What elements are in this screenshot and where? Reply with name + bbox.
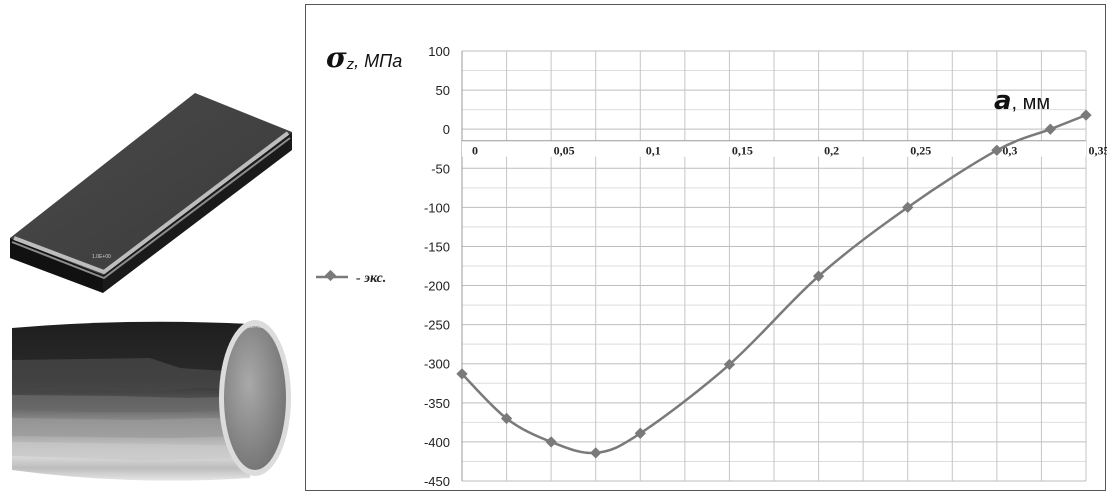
x-tick-label: 0,2 [824, 144, 839, 158]
legend-marker [324, 269, 337, 282]
y-tick-label: 0 [443, 122, 450, 137]
y-tick-label: 50 [436, 83, 450, 98]
x-axis-label: a, мм [994, 86, 1050, 116]
models-svg: 1.0E+00 1.0E+00 [10, 93, 292, 481]
y-tick-label: -300 [424, 357, 450, 372]
data-point [590, 447, 602, 459]
y-axis-label-sub: z [346, 56, 355, 73]
x-axis-ticks: 0 0,05 0,1 0,15 0,2 0,25 0,3 0,35 [462, 140, 1108, 158]
y-tick-label: -400 [424, 435, 450, 450]
chart-frame: 100 50 0 -50 -100 -150 -200 -250 -300 -350 -400 -45… [305, 4, 1108, 491]
svg-text:1.0E+00: 1.0E+00 [244, 324, 263, 330]
y-tick-label: -250 [424, 318, 450, 333]
y-axis-label: σz, МПа [326, 41, 402, 74]
x-axis-label-symbol: a [994, 86, 1012, 116]
data-point [1044, 123, 1056, 135]
data-point [545, 436, 557, 448]
grid [461, 50, 1087, 482]
y-tick-label: 100 [428, 44, 450, 59]
stress-chart: 100 50 0 -50 -100 -150 -200 -250 -300 -350 -400 -45… [316, 41, 1108, 489]
x-tick-label: 0 [472, 144, 478, 158]
y-axis-label-unit: , МПа [354, 51, 402, 71]
y-tick-label: -350 [424, 396, 450, 411]
svg-text:1.0E+00: 1.0E+00 [92, 254, 111, 260]
data-point [902, 201, 914, 214]
x-tick-label: 0,1 [646, 144, 661, 158]
x-axis-label-unit: , мм [1012, 92, 1051, 114]
x-tick-label: 0,05 [554, 144, 575, 158]
data-point [456, 368, 468, 380]
data-point [1080, 109, 1092, 121]
cylinder-3d-model-icon: 1.0E+00 [12, 320, 291, 481]
y-tick-label: -200 [424, 279, 450, 294]
y-tick-label: -450 [424, 474, 450, 489]
x-tick-label: 0,25 [910, 144, 931, 158]
legend-label: - экс. [356, 271, 386, 286]
y-tick-label: -100 [424, 200, 450, 215]
data-point [991, 144, 1003, 156]
x-axis-band [462, 140, 1086, 157]
data-point [723, 358, 736, 371]
series-layer [456, 109, 1092, 459]
model-figures: 1.0E+00 1.0E+00 [0, 0, 305, 495]
x-tick-label: 0,3 [1002, 144, 1017, 158]
data-point [500, 412, 513, 425]
x-tick-label: 0,35 [1089, 144, 1108, 158]
data-point [634, 427, 646, 439]
x-tick-label: 0,15 [732, 144, 753, 158]
y-tick-label: -50 [431, 161, 450, 176]
plate-3d-model-icon: 1.0E+00 [10, 93, 292, 293]
y-axis-label-symbol: σ [326, 41, 347, 74]
legend: - экс. [316, 269, 386, 286]
y-axis-ticks: 100 50 0 -50 -100 -150 -200 -250 -300 -350 -400 -45… [424, 44, 450, 489]
y-tick-label: -150 [424, 239, 450, 254]
